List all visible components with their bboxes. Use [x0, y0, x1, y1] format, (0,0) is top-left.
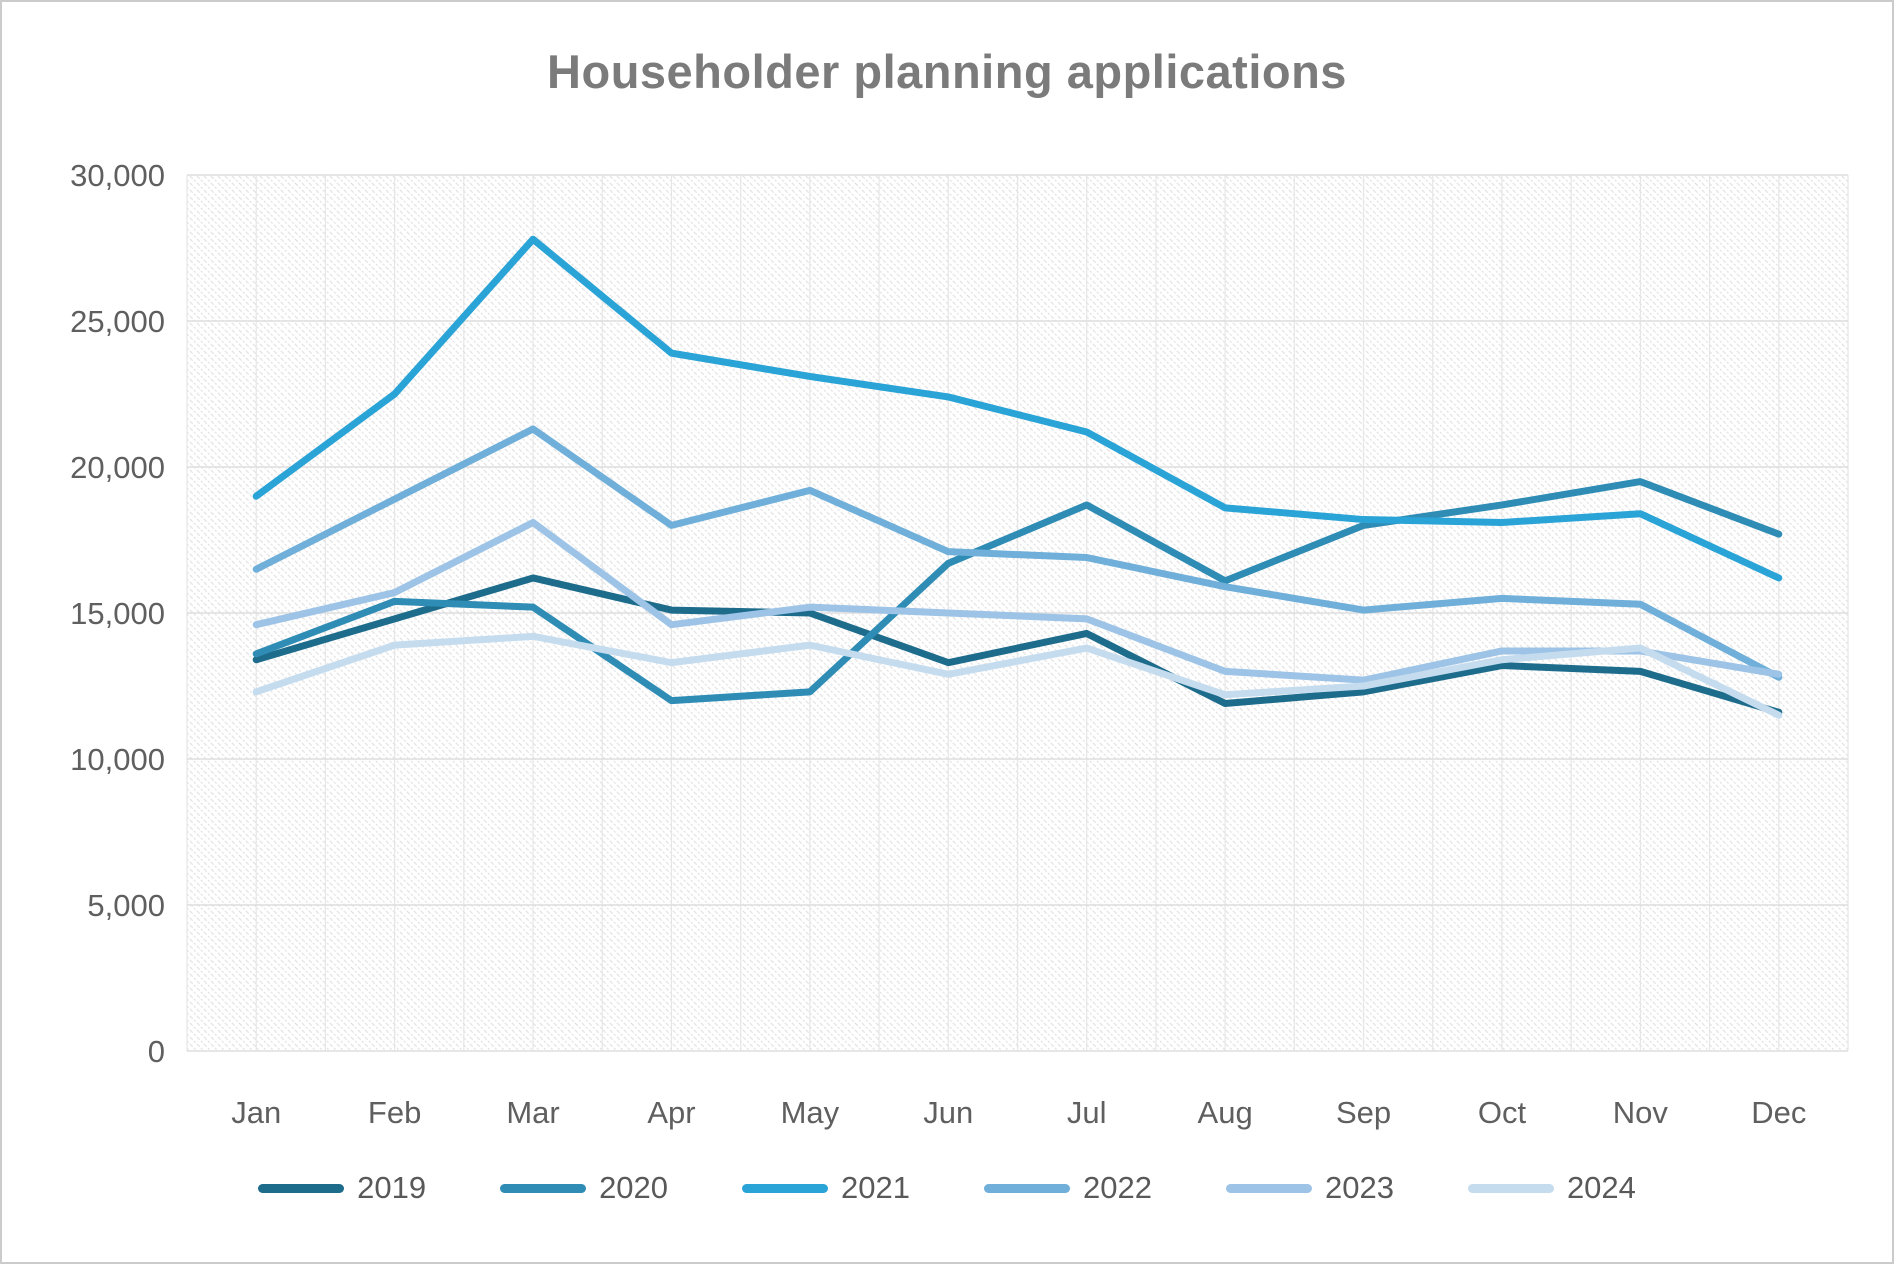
series-line-2020 [252, 478, 1783, 705]
x-tick-label: Mar [506, 1095, 559, 1130]
legend-label-2019: 2019 [357, 1170, 427, 1205]
legend-item-2020: 2020 [500, 1170, 668, 1206]
y-axis-labels: 0 5,000 10,000 15,000 20,000 25,000 30,000 [70, 158, 165, 1069]
legend-item-2023: 2023 [1225, 1170, 1394, 1206]
series-line-2024 [252, 632, 1783, 719]
y-tick-label: 15,000 [70, 596, 165, 631]
x-tick-label: Dec [1751, 1095, 1806, 1130]
y-tick-label: 25,000 [70, 304, 165, 339]
legend-swatch-2024 [1467, 1183, 1554, 1193]
y-tick-label: 0 [148, 1034, 165, 1069]
x-tick-label: Jan [231, 1095, 281, 1130]
chart-title: Householder planning applications [547, 45, 1347, 98]
x-tick-label: May [781, 1095, 840, 1130]
legend-label-2024: 2024 [1566, 1170, 1636, 1205]
horizontal-gridlines [187, 174, 1848, 1052]
x-tick-label: Apr [647, 1095, 695, 1130]
legend-label-2023: 2023 [1324, 1170, 1394, 1205]
series-line-2023 [252, 518, 1783, 684]
legend-label-2020: 2020 [599, 1170, 669, 1205]
series-line-2022 [252, 425, 1783, 681]
x-tick-label: Oct [1478, 1095, 1527, 1130]
legend-item-2021: 2021 [742, 1170, 910, 1206]
x-tick-label: Jun [923, 1095, 973, 1130]
legend-swatch-2020 [500, 1183, 587, 1193]
x-tick-label: Feb [368, 1095, 421, 1130]
legend-swatch-2019 [258, 1183, 345, 1193]
x-tick-label: Aug [1198, 1095, 1253, 1130]
legend-swatch-2023 [1225, 1183, 1312, 1193]
y-tick-label: 10,000 [70, 742, 165, 777]
x-axis-labels: Jan Feb Mar Apr May Jun Jul Aug Sep Oct Nov Dec [231, 1095, 1806, 1130]
series-line-2019 [252, 574, 1783, 716]
x-tick-label: Nov [1613, 1095, 1669, 1130]
legend-item-2024: 2024 [1467, 1170, 1636, 1206]
x-tick-label: Sep [1336, 1095, 1391, 1130]
legend-item-2019: 2019 [258, 1170, 426, 1206]
legend-item-2022: 2022 [984, 1170, 1152, 1206]
legend-label-2021: 2021 [841, 1170, 910, 1205]
legend-swatch-2021 [742, 1183, 829, 1193]
series-line-2021 [252, 235, 1783, 582]
x-tick-label: Jul [1067, 1095, 1107, 1130]
legend-swatch-2022 [984, 1183, 1070, 1193]
y-tick-label: 20,000 [70, 450, 165, 485]
legend: 2019 2020 2021 2022 2023 2024 [2, 1170, 1892, 1206]
legend-label-2022: 2022 [1083, 1170, 1152, 1205]
y-tick-label: 5,000 [87, 888, 165, 923]
y-tick-label: 30,000 [70, 158, 165, 193]
